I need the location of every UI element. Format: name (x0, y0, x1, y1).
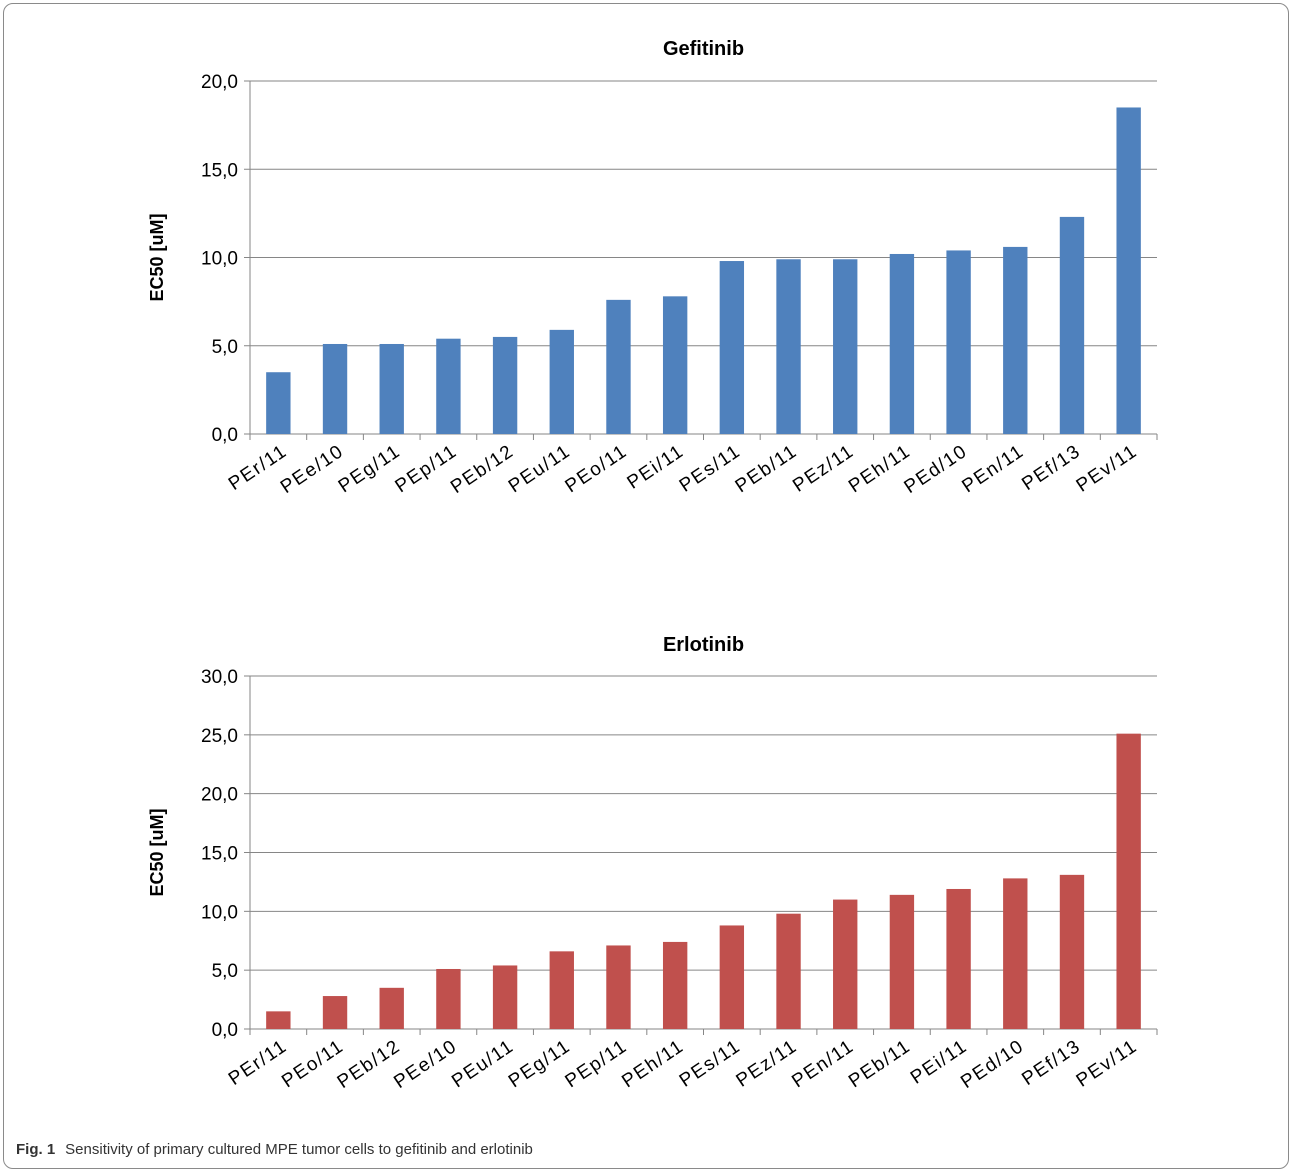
erlotinib-bar (946, 888, 971, 1029)
gefitinib-bar (1116, 107, 1141, 434)
erlotinib-bar (322, 996, 348, 1029)
gefitinib-x-tick-label: PEb/12 (447, 441, 518, 498)
caption-label: Fig. 1 (16, 1141, 56, 1158)
caption-text: Sensitivity of primary cultured MPE tumo… (65, 1141, 533, 1158)
erlotinib-y-tick-label: 0,0 (212, 1020, 238, 1041)
erlotinib-bar (1003, 878, 1028, 1029)
erlotinib-bar (549, 951, 574, 1029)
erlotinib-x-tick-label: PEv/11 (1073, 1036, 1142, 1092)
erlotinib-y-tick-label: 20,0 (201, 785, 238, 806)
erlotinib-bar (1116, 733, 1141, 1029)
erlotinib-chart: Erlotinib 0,0 5,0 10,0 15,0 20,0 25,0 30,0 EC50 … (147, 634, 1158, 1093)
gefitinib-bar (719, 261, 745, 434)
gefitinib-x-tick-label: PEp/11 (391, 441, 461, 498)
gefitinib-bar (776, 259, 801, 434)
erlotinib-bar (379, 987, 404, 1029)
erlotinib-y-axis-label: EC50 [uM] (147, 808, 167, 896)
gefitinib-x-tick-label: PEh/11 (845, 441, 915, 498)
erlotinib-y-tick-label: 15,0 (201, 844, 238, 865)
gefitinib-chart-title: Gefitinib (663, 38, 744, 60)
erlotinib-x-tick-label: PEs/11 (676, 1036, 745, 1092)
erlotinib-x-tick-label: PEu/11 (448, 1036, 518, 1093)
gefitinib-bar (833, 259, 858, 434)
erlotinib-bar (492, 965, 518, 1029)
erlotinib-y-tick-label: 25,0 (201, 726, 238, 747)
gefitinib-y-axis-label: EC50 [uM] (147, 213, 167, 301)
gefitinib-bar (662, 296, 688, 434)
erlotinib-x-tick-label: PEo/11 (278, 1036, 348, 1093)
gefitinib-bar (492, 336, 518, 434)
gefitinib-bar (946, 250, 971, 434)
erlotinib-bar (776, 913, 801, 1029)
erlotinib-x-tick-label: PEb/12 (334, 1036, 405, 1093)
erlotinib-x-tick-label: PEh/11 (618, 1036, 688, 1093)
erlotinib-x-tick-label: PEp/11 (562, 1036, 632, 1093)
erlotinib-bar (719, 925, 745, 1029)
gefitinib-y-tick-label: 0,0 (212, 425, 238, 446)
erlotinib-y-tick-label: 10,0 (201, 902, 238, 923)
figure-frame (3, 3, 1289, 1169)
erlotinib-bar (266, 1011, 291, 1029)
erlotinib-bar (662, 941, 688, 1029)
gefitinib-x-tick-label: PEf/13 (1018, 441, 1084, 495)
gefitinib-y-tick-label: 15,0 (201, 160, 238, 181)
gefitinib-x-tick-label: PEn/11 (958, 441, 1028, 498)
gefitinib-x-tick-label: PEe/10 (277, 441, 348, 498)
erlotinib-bar (1059, 874, 1085, 1029)
erlotinib-bar (889, 894, 915, 1029)
gefitinib-bar (606, 299, 631, 434)
gefitinib-bar (889, 253, 915, 434)
gefitinib-bar (1059, 216, 1085, 434)
erlotinib-bar (833, 899, 858, 1029)
erlotinib-bar (436, 968, 461, 1029)
gefitinib-x-tick-label: PEo/11 (562, 441, 632, 498)
gefitinib-x-tick-label: PEb/11 (732, 441, 802, 498)
gefitinib-x-tick-label: PEd/10 (901, 441, 972, 498)
erlotinib-x-tick-label: PEr/11 (225, 1036, 291, 1090)
erlotinib-x-tick-label: PEn/11 (788, 1036, 858, 1093)
gefitinib-bar (436, 338, 461, 434)
erlotinib-bar (606, 945, 631, 1029)
gefitinib-y-tick-label: 20,0 (201, 72, 238, 93)
erlotinib-chart-title: Erlotinib (663, 634, 744, 656)
gefitinib-bar (379, 343, 404, 434)
erlotinib-y-tick-label: 5,0 (212, 961, 238, 982)
gefitinib-x-tick-label: PEz/11 (789, 441, 858, 497)
gefitinib-y-tick-label: 5,0 (212, 337, 238, 358)
erlotinib-y-tick-label: 30,0 (201, 667, 238, 688)
gefitinib-bar (266, 372, 291, 434)
gefitinib-bar (1003, 246, 1028, 434)
gefitinib-bar (549, 329, 574, 434)
erlotinib-x-tick-label: PEg/11 (505, 1036, 575, 1093)
gefitinib-bar (322, 343, 348, 434)
figure-caption: Fig. 1 Sensitivity of primary cultured MP… (16, 1141, 533, 1158)
gefitinib-y-tick-label: 10,0 (201, 249, 238, 270)
gefitinib-x-tick-label: PEi/11 (624, 441, 688, 494)
erlotinib-x-tick-label: PEz/11 (732, 1036, 801, 1092)
erlotinib-x-tick-label: PEd/10 (957, 1036, 1028, 1093)
erlotinib-x-tick-label: PEf/13 (1018, 1036, 1084, 1090)
erlotinib-x-tick-label: PEb/11 (845, 1036, 915, 1093)
erlotinib-x-tick-label: PEe/10 (390, 1036, 461, 1093)
gefitinib-x-tick-label: PEg/11 (335, 441, 405, 498)
gefitinib-x-tick-label: PEs/11 (676, 441, 745, 497)
gefitinib-x-tick-label: PEu/11 (505, 441, 575, 498)
gefitinib-x-tick-label: PEv/11 (1073, 441, 1142, 497)
